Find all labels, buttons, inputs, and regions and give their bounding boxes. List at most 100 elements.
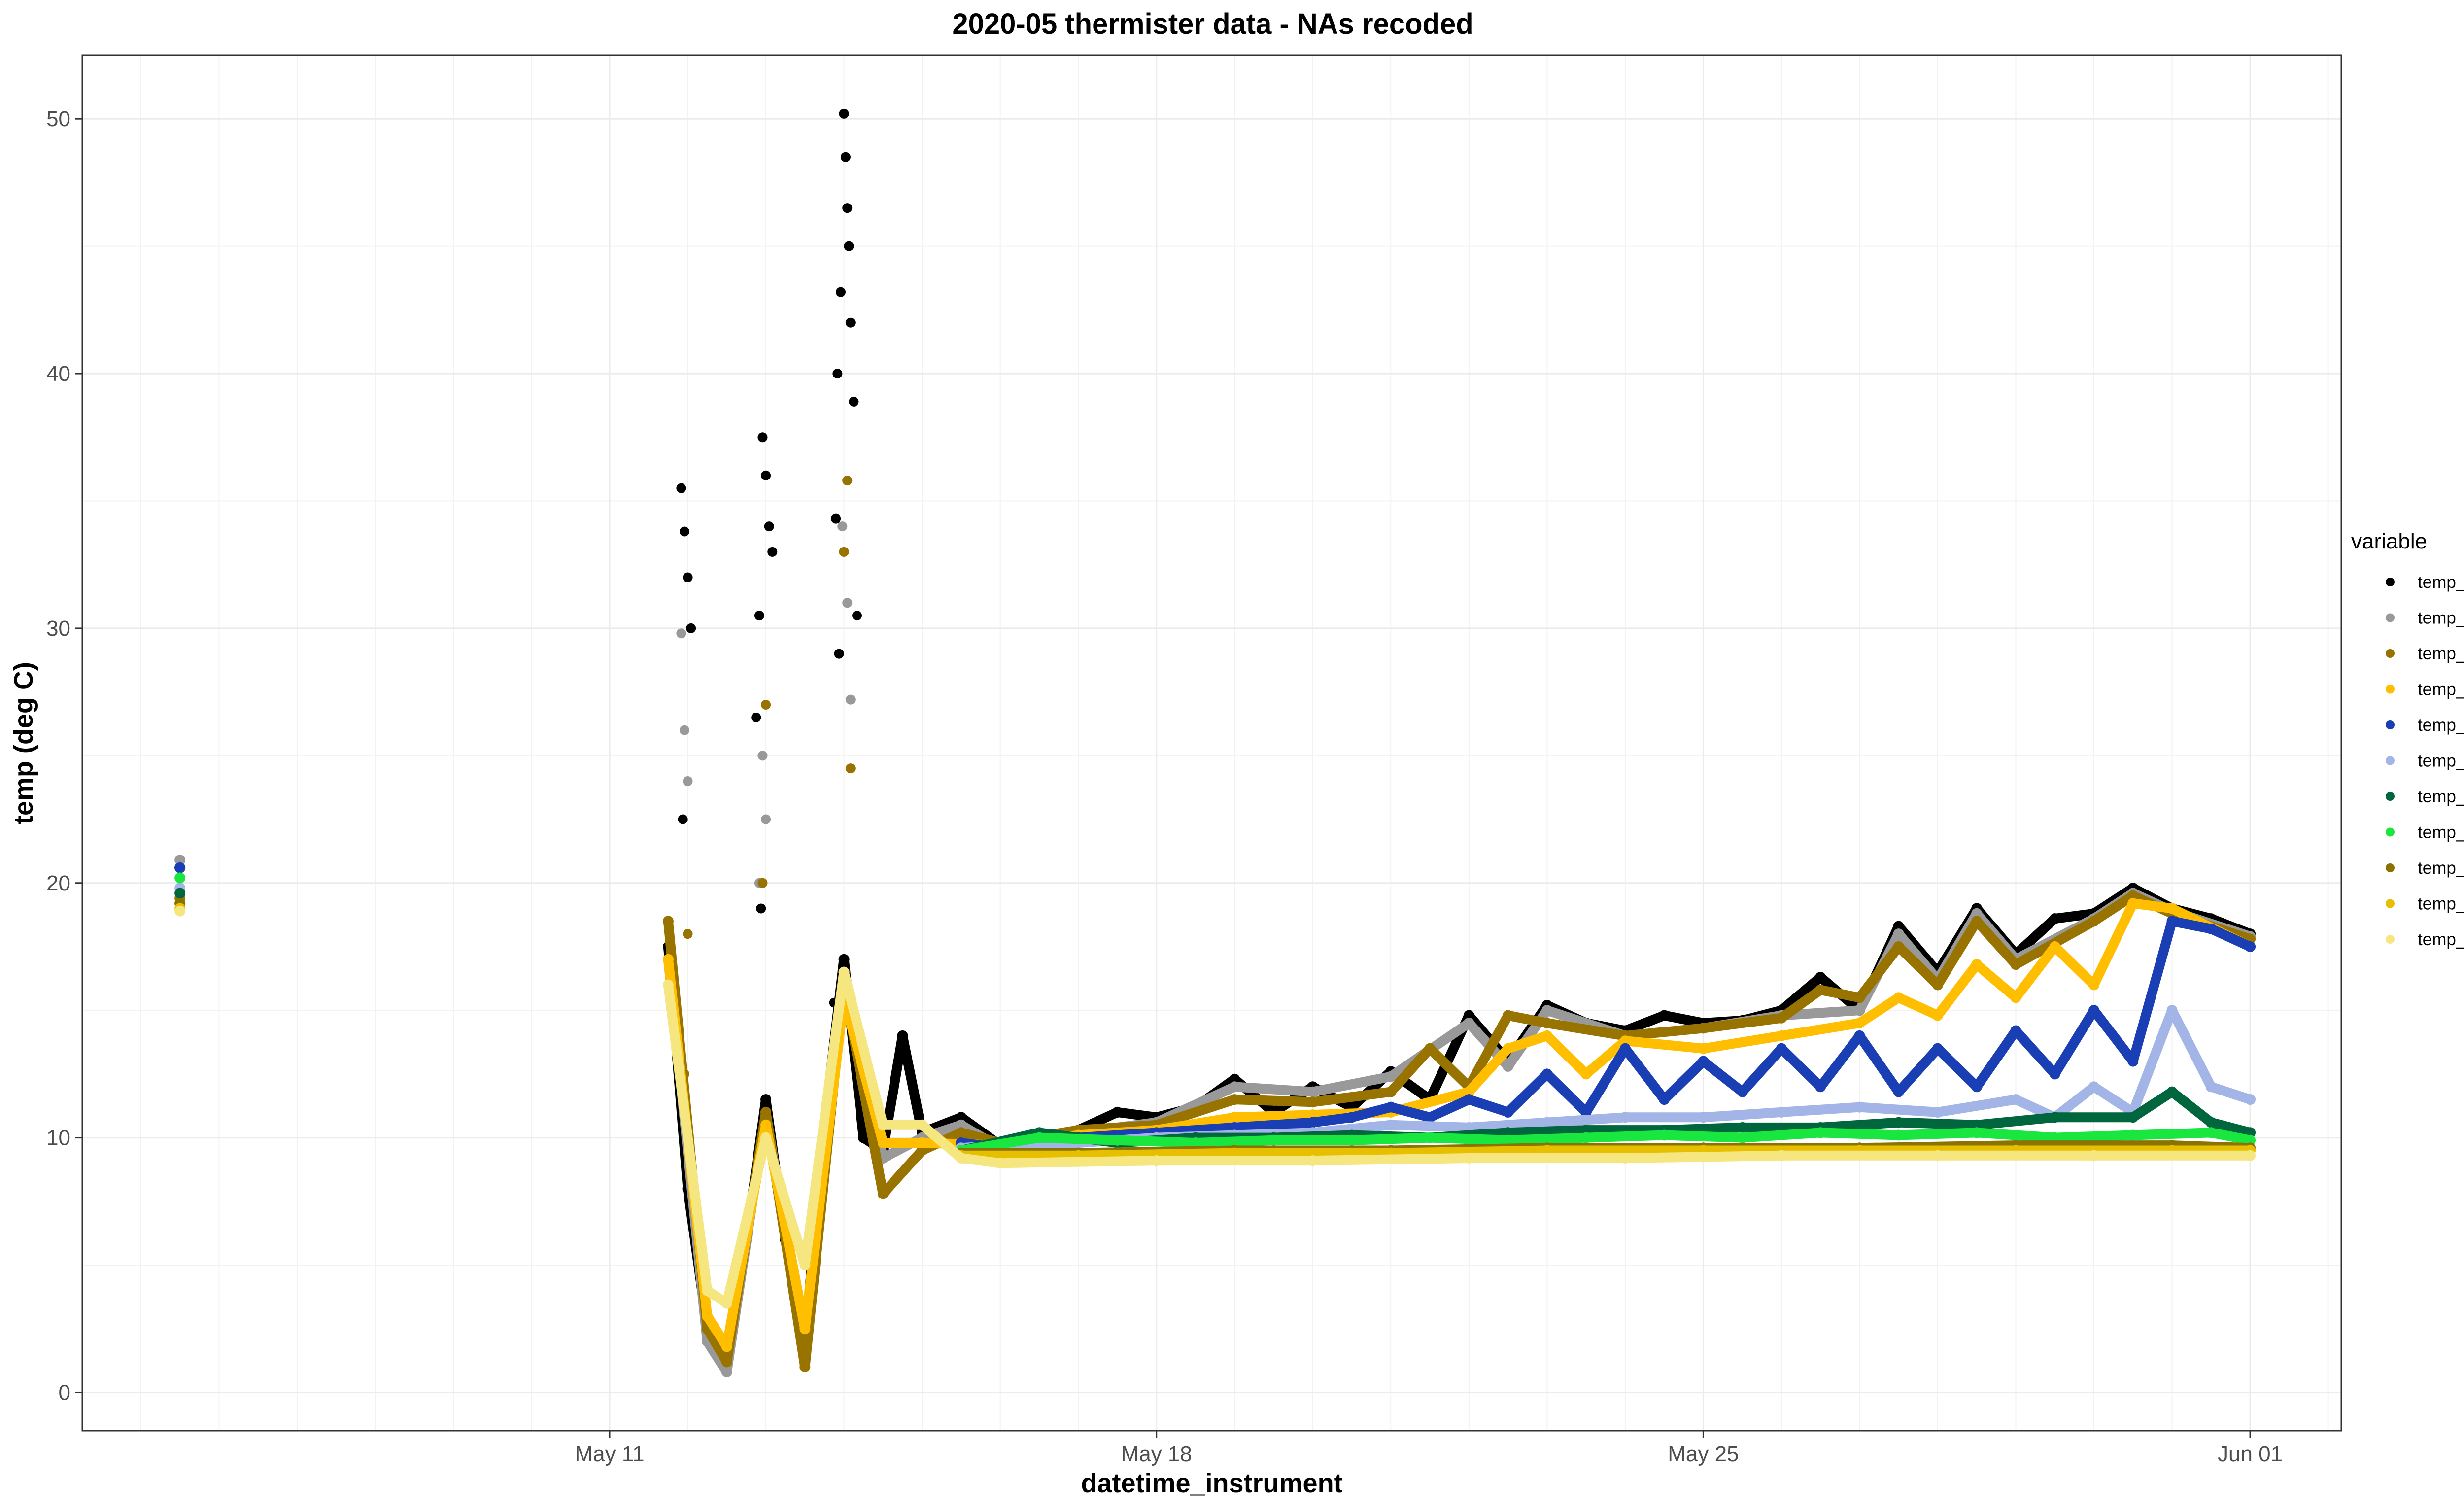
series-trace [956, 916, 2256, 1153]
data-point [1541, 1068, 1553, 1080]
y-tick-label: 10 [46, 1126, 70, 1150]
data-point [1932, 1106, 1943, 1118]
y-tick-label: 20 [46, 871, 70, 895]
legend-key [2386, 578, 2395, 586]
data-point [679, 526, 689, 537]
y-tick-label: 30 [46, 616, 70, 641]
data-point [1190, 1137, 1201, 1148]
legend-label: temp_C_2m [2418, 644, 2464, 663]
data-point [2127, 1056, 2139, 1067]
data-point [2010, 959, 2021, 970]
data-point [686, 623, 696, 633]
data-point [1698, 1112, 1709, 1123]
data-point [2205, 1127, 2217, 1138]
data-point [2088, 1005, 2100, 1016]
data-point [702, 1285, 713, 1296]
series-temp-c-30m [174, 905, 2256, 1309]
data-point [2088, 1081, 2100, 1093]
data-point [1971, 916, 1983, 927]
data-point [1776, 1150, 1787, 1161]
y-tick-label: 0 [59, 1380, 70, 1404]
legend-label: temp_C_10m [2418, 787, 2464, 806]
y-tick-label: 40 [46, 362, 70, 386]
data-point [1932, 1150, 1943, 1161]
data-point [1737, 1086, 1748, 1097]
data-point [1463, 1152, 1474, 1164]
data-point [1307, 1117, 1318, 1128]
data-point [2010, 1094, 2021, 1105]
data-point [1580, 1068, 1592, 1080]
series-trace [956, 1128, 2256, 1156]
data-point [1463, 1086, 1474, 1097]
data-point [1815, 972, 1826, 983]
data-point [1971, 1119, 1983, 1130]
data-point [760, 1132, 772, 1143]
data-point [2127, 1130, 2139, 1141]
legend-item-temp-c-6m: temp_C_6m [2386, 716, 2464, 735]
series-temp-c-12m [174, 872, 2256, 1156]
data-point [845, 317, 856, 328]
data-point [1776, 1043, 1787, 1054]
data-point [1541, 1145, 1553, 1156]
data-point [917, 1137, 928, 1148]
legend-item-temp-c-2m: temp_C_2m [2386, 644, 2464, 663]
data-point [679, 725, 689, 735]
data-point [767, 547, 778, 557]
data-point [836, 287, 846, 297]
data-point [2010, 1025, 2021, 1036]
data-point [1971, 908, 1983, 919]
data-point [2049, 1112, 2060, 1123]
data-point [2088, 979, 2100, 991]
data-point [2166, 916, 2178, 927]
legend-item-temp-c-10m: temp_C_10m [2386, 787, 2464, 806]
data-point [1541, 1018, 1553, 1029]
data-point [917, 1119, 928, 1130]
data-point [858, 1132, 869, 1143]
series-trace [663, 967, 2256, 1308]
data-point [1854, 992, 1865, 1003]
data-point [751, 712, 761, 722]
data-point [956, 1112, 967, 1123]
data-point [174, 888, 186, 899]
data-point [842, 203, 853, 213]
data-point [1229, 1112, 1240, 1123]
x-tick-label: Jun 01 [2218, 1442, 2283, 1466]
data-point [1385, 1119, 1397, 1130]
data-point [1619, 1112, 1631, 1123]
legend-label: temp_C_0.5m [2418, 573, 2464, 592]
data-point [1463, 1094, 1474, 1105]
legend-key [2386, 685, 2395, 694]
data-point [1385, 1071, 1397, 1082]
data-point [1503, 1010, 1514, 1021]
data-point [2166, 1086, 2178, 1097]
data-point [844, 241, 854, 251]
data-point [1307, 1096, 1318, 1108]
data-point [842, 476, 853, 486]
data-point [761, 699, 771, 710]
data-point [1815, 984, 1826, 995]
x-tick-label: May 18 [1121, 1442, 1192, 1466]
data-point [994, 1158, 1006, 1169]
data-point [757, 878, 768, 888]
data-point [2205, 923, 2217, 934]
chart-title: 2020-05 thermister data - NAs recoded [952, 8, 1473, 40]
data-point [2088, 916, 2100, 927]
data-point [757, 751, 768, 761]
data-point [1659, 1130, 1670, 1141]
data-point [897, 1030, 908, 1041]
data-point [831, 513, 841, 524]
data-point [1893, 941, 1904, 952]
data-point [1619, 1043, 1631, 1054]
data-point [760, 1119, 772, 1130]
legend-key [2386, 863, 2395, 872]
data-point [1229, 1094, 1240, 1105]
data-point [757, 432, 768, 443]
data-point [2127, 890, 2139, 901]
data-point [1776, 1030, 1787, 1041]
data-point [1854, 1005, 1865, 1016]
data-point [1854, 1101, 1865, 1113]
data-point [1541, 1117, 1553, 1128]
legend-item-temp-c-30m: temp_C_30m [2386, 930, 2464, 949]
data-point [1854, 1018, 1865, 1029]
